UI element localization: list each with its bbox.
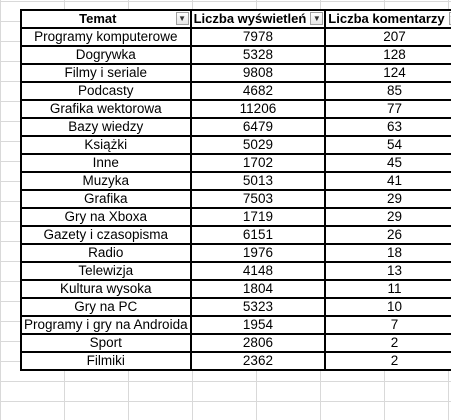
topic-cell[interactable]: Inne	[20, 153, 192, 173]
comments-cell[interactable]: 2	[324, 351, 451, 371]
comments-cell[interactable]: 18	[324, 243, 451, 263]
table-row: Muzyka 5013 41	[20, 171, 451, 191]
topic-cell[interactable]: Książki	[20, 135, 192, 155]
table-row: Grafika 7503 29	[20, 189, 451, 209]
header-label-liczba-komentarzy: Liczba komentarzy	[328, 11, 445, 26]
topic-cell[interactable]: Gazety i czasopisma	[20, 225, 192, 245]
views-cell[interactable]: 7503	[189, 189, 327, 209]
table-row: Gazety i czasopisma 6151 26	[20, 225, 451, 245]
comments-cell[interactable]: 11	[324, 279, 451, 299]
comments-cell[interactable]: 13	[324, 261, 451, 281]
comments-cell[interactable]: 26	[324, 225, 451, 245]
topic-cell[interactable]: Muzyka	[20, 171, 192, 191]
views-cell[interactable]: 1719	[189, 207, 327, 227]
comments-cell[interactable]: 124	[324, 63, 451, 83]
filter-dropdown-icon[interactable]: ▼	[310, 12, 324, 25]
comments-cell[interactable]: 63	[324, 117, 451, 137]
topic-cell[interactable]: Podcasty	[20, 81, 192, 101]
table-row: Filmy i seriale 9808 124	[20, 63, 451, 83]
topic-cell[interactable]: Grafika	[20, 189, 192, 209]
views-cell[interactable]: 6479	[189, 117, 327, 137]
header-liczba-komentarzy[interactable]: Liczba komentarzy ▾↓	[324, 9, 451, 29]
table-row: Dogrywka 5328 128	[20, 45, 451, 65]
views-cell[interactable]: 1702	[189, 153, 327, 173]
views-cell[interactable]: 2362	[189, 351, 327, 371]
table-row: Gry na Xboxa 1719 29	[20, 207, 451, 227]
views-cell[interactable]: 5013	[189, 171, 327, 191]
topic-cell[interactable]: Telewizja	[20, 261, 192, 281]
table-row: Programy i gry na Androida 1954 7	[20, 315, 451, 335]
table-row: Telewizja 4148 13	[20, 261, 451, 281]
comments-cell[interactable]: 29	[324, 189, 451, 209]
comments-cell[interactable]: 128	[324, 45, 451, 65]
views-cell[interactable]: 5323	[189, 297, 327, 317]
header-temat[interactable]: Temat ▼	[20, 9, 192, 29]
comments-cell[interactable]: 85	[324, 81, 451, 101]
filter-dropdown-icon[interactable]: ▼	[175, 12, 189, 25]
data-table: Temat ▼ Liczba wyświetleń ▼ Liczba komen…	[20, 9, 451, 371]
comments-cell[interactable]: 2	[324, 333, 451, 353]
table-row: Podcasty 4682 85	[20, 81, 451, 101]
topic-cell[interactable]: Grafika wektorowa	[20, 99, 192, 119]
topic-cell[interactable]: Radio	[20, 243, 192, 263]
topic-cell[interactable]: Programy i gry na Androida	[20, 315, 192, 335]
views-cell[interactable]: 5029	[189, 135, 327, 155]
comments-cell[interactable]: 29	[324, 207, 451, 227]
header-row: Temat ▼ Liczba wyświetleń ▼ Liczba komen…	[20, 9, 451, 29]
header-liczba-wyswietlen[interactable]: Liczba wyświetleń ▼	[189, 9, 327, 29]
comments-cell[interactable]: 54	[324, 135, 451, 155]
views-cell[interactable]: 6151	[189, 225, 327, 245]
views-cell[interactable]: 1976	[189, 243, 327, 263]
topic-cell[interactable]: Sport	[20, 333, 192, 353]
views-cell[interactable]: 2806	[189, 333, 327, 353]
table-row: Kultura wysoka 1804 11	[20, 279, 451, 299]
comments-cell[interactable]: 77	[324, 99, 451, 119]
table-row: Radio 1976 18	[20, 243, 451, 263]
header-label-temat: Temat	[79, 11, 117, 26]
views-cell[interactable]: 1804	[189, 279, 327, 299]
comments-cell[interactable]: 45	[324, 153, 451, 173]
topic-cell[interactable]: Bazy wiedzy	[20, 117, 192, 137]
table-row: Filmiki 2362 2	[20, 351, 451, 371]
header-label-liczba-wyswietlen: Liczba wyświetleń	[193, 11, 307, 26]
views-cell[interactable]: 11206	[189, 99, 327, 119]
topic-cell[interactable]: Gry na Xboxa	[20, 207, 192, 227]
views-cell[interactable]: 5328	[189, 45, 327, 65]
comments-cell[interactable]: 7	[324, 315, 451, 335]
table-row: Książki 5029 54	[20, 135, 451, 155]
table-body: Programy komputerowe 7978 207 Dogrywka 5328 1…	[20, 27, 451, 371]
topic-cell[interactable]: Filmiki	[20, 351, 192, 371]
table-row: Grafika wektorowa 11206 77	[20, 99, 451, 119]
topic-cell[interactable]: Gry na PC	[20, 297, 192, 317]
views-cell[interactable]: 7978	[189, 27, 327, 47]
comments-cell[interactable]: 41	[324, 171, 451, 191]
views-cell[interactable]: 4148	[189, 261, 327, 281]
comments-cell[interactable]: 207	[324, 27, 451, 47]
topic-cell[interactable]: Filmy i seriale	[20, 63, 192, 83]
table-row: Sport 2806 2	[20, 333, 451, 353]
topic-cell[interactable]: Dogrywka	[20, 45, 192, 65]
topic-cell[interactable]: Kultura wysoka	[20, 279, 192, 299]
table-row: Programy komputerowe 7978 207	[20, 27, 451, 47]
views-cell[interactable]: 9808	[189, 63, 327, 83]
views-cell[interactable]: 4682	[189, 81, 327, 101]
topic-cell[interactable]: Programy komputerowe	[20, 27, 192, 47]
views-cell[interactable]: 1954	[189, 315, 327, 335]
table-row: Inne 1702 45	[20, 153, 451, 173]
table-row: Bazy wiedzy 6479 63	[20, 117, 451, 137]
comments-cell[interactable]: 10	[324, 297, 451, 317]
table-row: Gry na PC 5323 10	[20, 297, 451, 317]
